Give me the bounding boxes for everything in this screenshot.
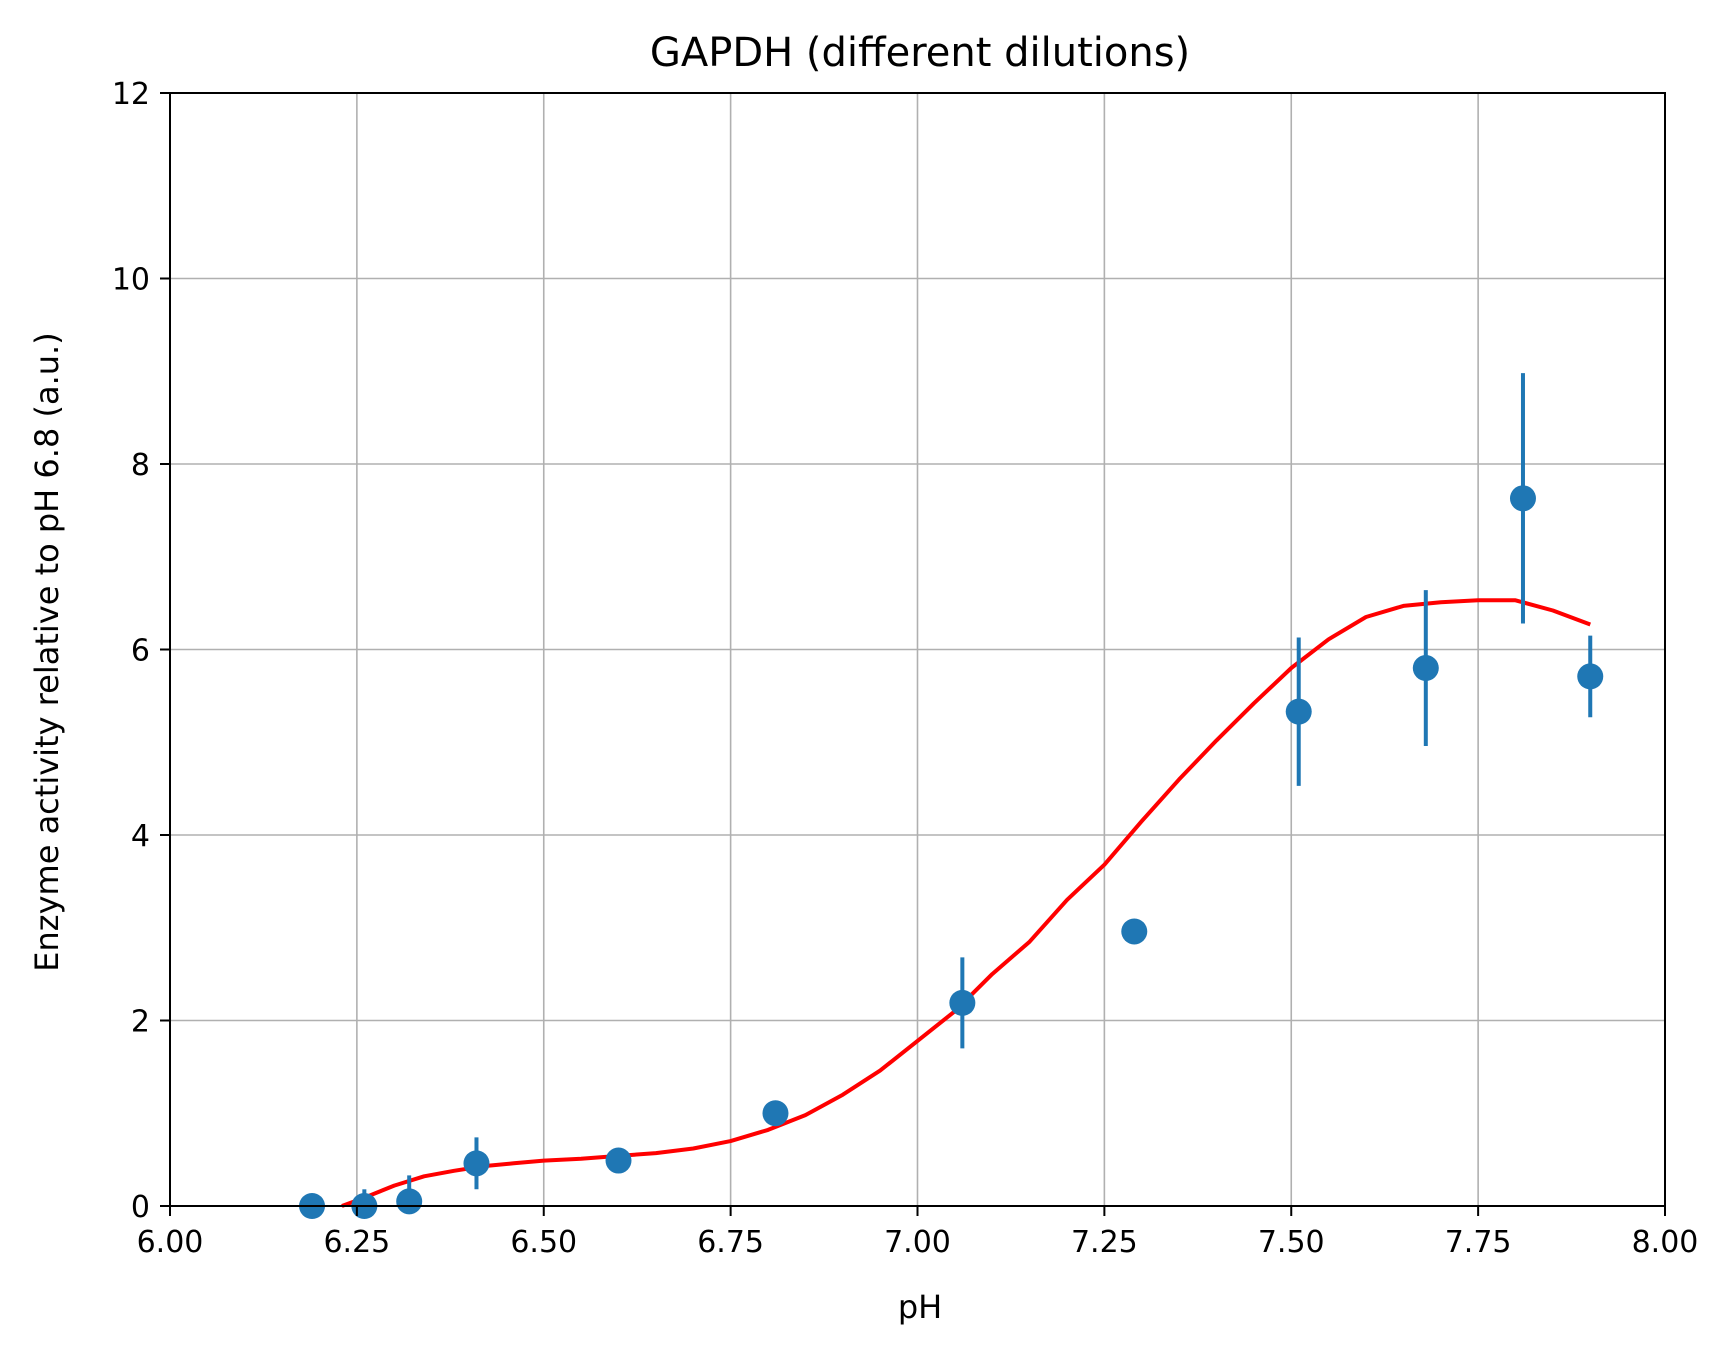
y-tick-label: 0 bbox=[131, 1190, 150, 1225]
x-tick-label: 6.25 bbox=[323, 1225, 390, 1260]
grid bbox=[169, 92, 1666, 1207]
data-point bbox=[605, 1147, 632, 1174]
y-axis-label: Enzyme activity relative to pH 6.8 (a.u.… bbox=[28, 332, 66, 971]
y-tick-label: 8 bbox=[131, 448, 150, 483]
data-point bbox=[396, 1188, 423, 1215]
data-point bbox=[1285, 698, 1312, 725]
x-tick-label: 7.75 bbox=[1445, 1225, 1512, 1260]
x-tick-label: 7.50 bbox=[1258, 1225, 1325, 1260]
data-point bbox=[1121, 918, 1148, 945]
x-tick-label: 6.50 bbox=[510, 1225, 577, 1260]
x-tick-label: 7.25 bbox=[1071, 1225, 1138, 1260]
data-point bbox=[463, 1150, 490, 1177]
y-tick-label: 12 bbox=[112, 77, 150, 112]
data-point bbox=[762, 1100, 789, 1127]
y-tick-label: 2 bbox=[131, 1005, 150, 1040]
x-tick-label: 8.00 bbox=[1632, 1225, 1699, 1260]
x-tick-label: 7.00 bbox=[884, 1225, 951, 1260]
x-axis-label: pH bbox=[898, 1288, 942, 1326]
x-tick-label: 6.75 bbox=[697, 1225, 764, 1260]
y-axis: 0 2 4 6 8 10 12 bbox=[112, 77, 170, 1225]
y-tick-label: 6 bbox=[131, 634, 150, 669]
x-tick-label: 6.00 bbox=[137, 1225, 204, 1260]
x-axis: 6.00 6.25 6.50 6.75 7.00 7.25 7.50 7.75 8.00 bbox=[137, 1206, 1699, 1260]
y-tick-label: 10 bbox=[112, 263, 150, 298]
data-point bbox=[949, 989, 976, 1016]
y-tick-label: 4 bbox=[131, 819, 150, 854]
data-point bbox=[1412, 655, 1439, 682]
plot-area bbox=[299, 373, 1604, 1219]
chart-title: GAPDH (different dilutions) bbox=[650, 30, 1190, 76]
data-point bbox=[1509, 485, 1536, 512]
fit-curve bbox=[341, 598, 1592, 1208]
data-point bbox=[1577, 663, 1604, 690]
